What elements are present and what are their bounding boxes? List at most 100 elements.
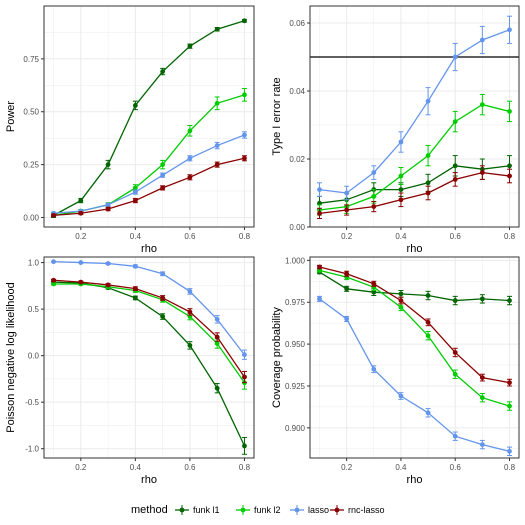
series-line — [319, 271, 510, 302]
data-point — [398, 187, 404, 193]
data-point — [242, 92, 247, 98]
data-point — [160, 69, 166, 74]
x-tick-label: 0.6 — [450, 232, 462, 241]
data-point — [507, 298, 512, 303]
data-point — [371, 170, 377, 176]
data-point — [452, 54, 458, 60]
chart-panel-4: 0.2 0.4 0.6 0.8 0.900 0.925 0.950 0.975 1.000 rho… — [271, 256, 520, 486]
legend-label: rnc-lasso — [348, 505, 385, 515]
x-tick-label: 0.2 — [75, 463, 87, 472]
data-point — [507, 448, 512, 454]
data-point — [344, 316, 350, 322]
data-point — [479, 442, 485, 447]
series-line — [53, 261, 245, 356]
series-line — [53, 134, 245, 214]
panel-background — [44, 257, 254, 458]
data-point — [160, 185, 166, 191]
y-axis-title: Power — [5, 101, 17, 133]
series-line — [319, 103, 510, 211]
series-line — [319, 171, 510, 215]
series-line — [319, 269, 510, 407]
data-point — [242, 374, 247, 380]
data-point — [398, 197, 404, 203]
data-point — [507, 380, 512, 386]
data-point — [105, 282, 111, 288]
data-point — [78, 210, 84, 216]
data-point — [214, 316, 220, 322]
data-point — [371, 204, 377, 210]
data-point — [425, 180, 431, 186]
data-point — [132, 189, 138, 195]
data-point — [242, 352, 247, 358]
data-point — [78, 279, 84, 285]
x-tick-label: 0.8 — [504, 232, 516, 241]
y-tick-label: 1.000 — [285, 256, 306, 265]
data-point — [507, 173, 512, 179]
chart-panel-1: 0.2 0.4 0.6 0.8 0.00 0.25 0.50 0.75 rho Power — [5, 5, 255, 255]
data-point — [105, 162, 111, 168]
x-tick-label: 0.6 — [184, 463, 196, 472]
legend-entry-funk_l2: funk l2 — [236, 505, 281, 515]
legend-entry-lasso: lasso — [290, 505, 329, 515]
series-line — [319, 298, 510, 452]
data-point — [187, 43, 193, 49]
data-point — [452, 163, 458, 169]
x-tick-label: 0.4 — [395, 232, 407, 241]
x-tick-label: 0.4 — [130, 232, 142, 241]
data-point — [132, 286, 138, 292]
data-point — [507, 27, 512, 33]
data-point — [187, 343, 193, 348]
data-point — [214, 100, 220, 106]
y-tick-label: 0.04 — [289, 87, 305, 96]
data-point — [452, 371, 458, 377]
data-point — [187, 309, 193, 315]
y-tick-label: 1.0 — [28, 259, 40, 268]
x-axis-title: rho — [407, 243, 423, 255]
data-point — [344, 286, 350, 292]
data-point — [51, 281, 56, 287]
data-point — [452, 433, 458, 439]
y-tick-label: 0.50 — [23, 108, 39, 117]
panel-border — [309, 5, 520, 228]
y-tick-label: 0.25 — [23, 161, 39, 170]
data-point — [317, 264, 322, 270]
y-tick-label: 0.00 — [23, 213, 39, 222]
y-tick-label: 0.06 — [289, 19, 305, 28]
y-tick-label: -0.5 — [25, 398, 39, 407]
series-lasso — [51, 259, 247, 360]
data-point — [214, 341, 220, 346]
data-point — [317, 296, 322, 302]
series-line — [53, 279, 245, 378]
data-point — [160, 314, 166, 319]
legend-entry-rnc_lasso: rnc-lasso — [330, 505, 385, 515]
series-line — [319, 29, 510, 194]
data-point — [398, 291, 404, 297]
series-line — [53, 20, 245, 216]
y-axis-title: Poisson negative log likelihood — [5, 282, 17, 432]
data-point — [398, 304, 404, 310]
data-point — [479, 102, 485, 107]
data-point — [479, 375, 485, 380]
data-point — [479, 395, 485, 401]
data-point — [398, 173, 404, 179]
data-point — [425, 293, 431, 298]
data-point — [371, 194, 377, 199]
legend: method funk l1 funk l2 lasso rnc-lasso — [131, 504, 385, 516]
series-rnc_lasso — [51, 155, 247, 218]
data-point — [51, 259, 56, 265]
data-point — [425, 410, 431, 416]
data-point — [132, 198, 138, 203]
y-tick-label: 0.950 — [285, 340, 306, 349]
data-point — [344, 271, 350, 277]
data-point — [371, 366, 377, 372]
data-point — [344, 207, 350, 213]
data-point — [78, 260, 84, 265]
y-axis-title: Type I error rate — [271, 77, 283, 155]
x-tick-label: 0.8 — [239, 232, 251, 241]
y-tick-label: 0.975 — [285, 298, 306, 307]
x-tick-label: 0.8 — [239, 463, 251, 472]
x-tick-label: 0.6 — [184, 232, 196, 241]
data-point — [160, 172, 166, 178]
legend-entry-funk_l1: funk l1 — [175, 505, 220, 515]
data-point — [214, 385, 220, 391]
